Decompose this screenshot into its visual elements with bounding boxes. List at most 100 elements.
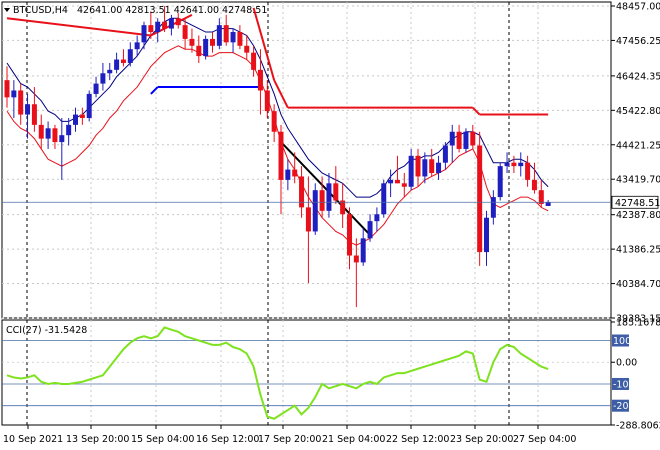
- bull-candle: [25, 104, 31, 115]
- bear-candle: [340, 200, 346, 215]
- current-price-tag: [611, 195, 659, 209]
- bull-candle: [449, 131, 455, 146]
- cci-level-tag-label: 100: [613, 336, 631, 347]
- bear-candle: [470, 131, 476, 146]
- resistance-line: [273, 79, 289, 109]
- cci-tick-label: -288.8062: [616, 421, 660, 432]
- price-panel-frame: [1, 1, 612, 319]
- bull-candle: [408, 155, 414, 187]
- bull-candle: [312, 190, 318, 232]
- cci-panel: [6, 326, 549, 420]
- bear-candle: [531, 179, 537, 191]
- bull-candle: [155, 21, 161, 33]
- bull-candle: [127, 49, 133, 63]
- support-line: [150, 86, 159, 95]
- bear-candle: [538, 190, 544, 204]
- bear-candle: [394, 179, 400, 184]
- cci-level-tag: [612, 377, 629, 390]
- bear-candle: [18, 90, 24, 115]
- bear-candle: [38, 124, 44, 139]
- ohlc-readout: 42641.00 42813.51 42641.00 42748.51: [77, 5, 267, 16]
- bull-candle: [381, 183, 387, 215]
- bear-candle: [525, 162, 531, 180]
- bear-candle: [210, 38, 215, 46]
- bull-candle: [545, 202, 551, 206]
- time-tick-label: 21 Sep 04:00: [322, 434, 385, 445]
- bull-candle: [367, 221, 373, 239]
- price-panel: [2, 6, 611, 308]
- bull-candle: [11, 90, 17, 98]
- bear-candle: [264, 90, 270, 112]
- symbol-marker-icon: [4, 8, 10, 12]
- bear-candle: [52, 128, 58, 143]
- price-tick-label: 41386.25: [616, 245, 660, 256]
- price-tick-label: 48457.00: [616, 2, 660, 13]
- bull-candle: [100, 73, 106, 84]
- cci-level-tag: [612, 334, 629, 347]
- cci-label: CCI(27) -31.5428: [6, 325, 87, 336]
- bull-candle: [59, 135, 65, 143]
- bear-candle: [319, 190, 325, 211]
- chart-header: BTCUSD,H4 42641.00 42813.51 42641.00 427…: [4, 5, 267, 16]
- resistance-line: [6, 17, 151, 37]
- bear-candle: [4, 80, 10, 98]
- bear-candle: [429, 159, 435, 174]
- bull-candle: [107, 69, 113, 74]
- bear-candle: [237, 32, 243, 46]
- price-tick-label: 45422.80: [616, 106, 660, 117]
- bull-candle: [93, 83, 99, 94]
- cci-panel-frame: [1, 319, 612, 426]
- bear-candle: [196, 45, 202, 57]
- bear-candle: [401, 183, 407, 187]
- bull-candle: [216, 25, 222, 46]
- price-tick-label: 40384.70: [616, 279, 660, 290]
- bull-candle: [168, 18, 174, 29]
- cci-level-tag-label: -200: [613, 401, 635, 412]
- time-tick-label: 23 Sep 20:00: [450, 434, 513, 445]
- bear-candle: [299, 176, 305, 208]
- bull-candle: [141, 25, 147, 43]
- price-tick-label: 43419.70: [616, 175, 660, 186]
- bull-candle: [518, 162, 524, 167]
- bull-candle: [45, 128, 51, 139]
- bear-candle: [175, 18, 181, 26]
- price-tick-label: 44421.25: [616, 140, 660, 151]
- bull-candle: [490, 197, 496, 218]
- bull-candle: [374, 214, 380, 222]
- time-tick-label: 10 Sep 2021: [3, 434, 63, 445]
- bear-candle: [511, 162, 517, 167]
- bull-candle: [388, 179, 394, 184]
- time-tick-label: 17 Sep 20:00: [258, 434, 321, 445]
- lower-envelope-line: [6, 45, 549, 246]
- main-grid: [1, 1, 612, 319]
- cci-grid: [1, 319, 612, 426]
- bear-candle: [162, 21, 168, 29]
- bull-candle: [360, 238, 366, 263]
- symbol-label: BTCUSD,H4: [13, 5, 68, 16]
- bull-candle: [285, 169, 291, 180]
- bull-candle: [114, 59, 120, 70]
- bear-candle: [189, 38, 195, 46]
- price-tick-label: 42387.80: [616, 210, 660, 221]
- bull-candle: [203, 38, 209, 57]
- time-tick-label: 16 Sep 12:00: [196, 434, 259, 445]
- bull-candle: [66, 124, 72, 136]
- bull-candle: [504, 162, 510, 167]
- cci-line: [6, 326, 549, 420]
- price-tick-label: 39383.15: [616, 314, 660, 325]
- price-tick-label: 47456.25: [616, 36, 660, 47]
- bear-candle: [456, 131, 462, 149]
- bear-candle: [305, 207, 311, 232]
- time-axis: 10 Sep 2021 13 Sep 20:00 15 Sep 04:00 16 Se…: [3, 425, 576, 445]
- trendline: [280, 141, 371, 236]
- bear-candle: [120, 59, 126, 63]
- bull-candle: [463, 131, 469, 149]
- bull-candle: [422, 159, 428, 177]
- time-tick-label: 22 Sep 12:00: [386, 434, 449, 445]
- bear-candle: [353, 255, 359, 263]
- time-tick-label: 13 Sep 20:00: [66, 434, 129, 445]
- bear-candle: [271, 111, 277, 132]
- bear-candle: [415, 155, 421, 177]
